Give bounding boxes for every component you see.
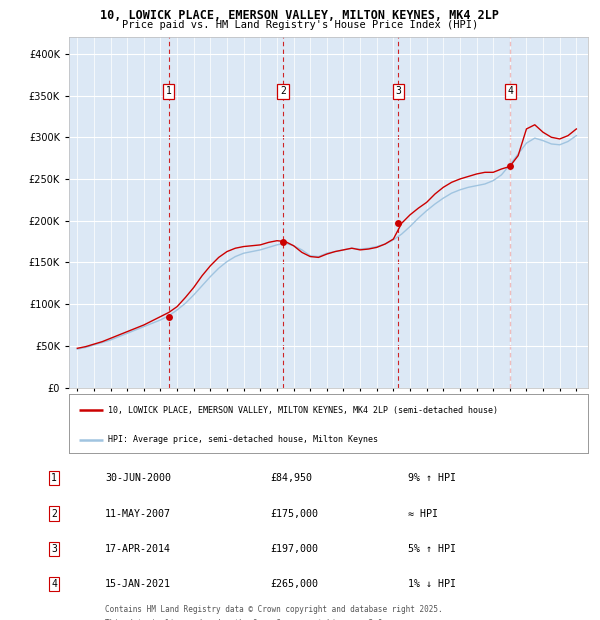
Text: 1% ↓ HPI: 1% ↓ HPI (408, 579, 456, 589)
Text: 30-JUN-2000: 30-JUN-2000 (105, 473, 171, 483)
Text: 9% ↑ HPI: 9% ↑ HPI (408, 473, 456, 483)
Text: 4: 4 (51, 579, 57, 589)
Text: 15-JAN-2021: 15-JAN-2021 (105, 579, 171, 589)
Text: ≈ HPI: ≈ HPI (408, 508, 438, 518)
Text: HPI: Average price, semi-detached house, Milton Keynes: HPI: Average price, semi-detached house,… (108, 435, 378, 444)
Text: Price paid vs. HM Land Registry's House Price Index (HPI): Price paid vs. HM Land Registry's House … (122, 20, 478, 30)
Text: 5% ↑ HPI: 5% ↑ HPI (408, 544, 456, 554)
Text: 3: 3 (51, 544, 57, 554)
Text: 10, LOWICK PLACE, EMERSON VALLEY, MILTON KEYNES, MK4 2LP (semi-detached house): 10, LOWICK PLACE, EMERSON VALLEY, MILTON… (108, 405, 498, 415)
Text: 4: 4 (508, 87, 514, 97)
Text: £265,000: £265,000 (270, 579, 318, 589)
Text: £175,000: £175,000 (270, 508, 318, 518)
Text: Contains HM Land Registry data © Crown copyright and database right 2025.: Contains HM Land Registry data © Crown c… (105, 605, 443, 614)
Text: 17-APR-2014: 17-APR-2014 (105, 544, 171, 554)
Text: This data is licensed under the Open Government Licence v3.0.: This data is licensed under the Open Gov… (105, 619, 387, 620)
Text: 2: 2 (280, 87, 286, 97)
Text: 11-MAY-2007: 11-MAY-2007 (105, 508, 171, 518)
Text: 1: 1 (51, 473, 57, 483)
Text: £197,000: £197,000 (270, 544, 318, 554)
Text: 1: 1 (166, 87, 172, 97)
Text: £84,950: £84,950 (270, 473, 312, 483)
Text: 2: 2 (51, 508, 57, 518)
Text: 10, LOWICK PLACE, EMERSON VALLEY, MILTON KEYNES, MK4 2LP: 10, LOWICK PLACE, EMERSON VALLEY, MILTON… (101, 9, 499, 22)
Text: 3: 3 (395, 87, 401, 97)
